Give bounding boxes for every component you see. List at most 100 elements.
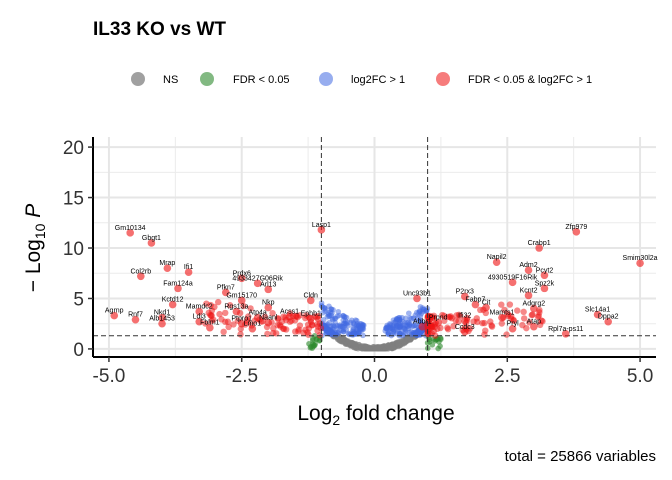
point-label: Ifi32	[458, 313, 471, 320]
data-point-both	[208, 317, 215, 324]
point-label: Mrap	[159, 260, 175, 267]
point-label: Agrnp	[105, 308, 124, 315]
data-point-fc	[323, 330, 330, 336]
x-tick-label: -2.5	[225, 366, 258, 387]
data-point-both	[205, 309, 212, 317]
point-label: Fabp7	[465, 297, 485, 304]
data-point-ns	[353, 345, 359, 351]
data-point-both	[536, 309, 543, 316]
data-point-both	[276, 321, 283, 329]
data-point-both	[528, 311, 536, 319]
data-point-fc	[391, 319, 398, 326]
legend: NS FDR < 0.05 log2FC > 1 FDR < 0.05 & lo…	[131, 72, 592, 86]
data-point-fdr	[306, 341, 312, 347]
data-point	[530, 304, 538, 313]
data-point	[535, 244, 543, 252]
legend-label-both: FDR < 0.05 & log2FC > 1	[468, 74, 592, 86]
data-point-ns	[346, 341, 353, 347]
data-point	[184, 268, 193, 277]
point-label: Dppa2	[598, 314, 619, 321]
point-label: Abbr1	[413, 319, 432, 326]
data-point	[264, 318, 273, 327]
point-label: Adgrg2	[523, 301, 546, 308]
data-point-both	[482, 309, 490, 317]
y-tick-label: 20	[63, 138, 84, 159]
data-point	[237, 319, 246, 328]
data-point-fc	[411, 329, 418, 336]
point-label: Ptpro1	[231, 316, 252, 323]
point-label: Unc93b1	[403, 290, 431, 297]
point-label: Crabp1	[528, 240, 551, 247]
data-point-both	[220, 328, 227, 336]
data-point-fc	[355, 329, 362, 336]
point-label: Ldi3	[193, 314, 206, 321]
point-label: Pryl	[507, 321, 520, 328]
data-point	[434, 318, 443, 327]
data-point-fc	[330, 316, 336, 323]
data-point-fc	[417, 317, 423, 324]
point-label: Nkd1	[154, 310, 170, 317]
data-point-fc	[357, 320, 363, 327]
point-label: Slc14a1	[585, 307, 610, 314]
data-point	[460, 316, 469, 325]
point-label: Ephb1	[301, 311, 321, 318]
point-label: Kcnt2	[520, 287, 538, 294]
data-point-fc	[406, 310, 412, 317]
data-point-both	[481, 331, 488, 338]
cutoff-lines	[93, 137, 656, 357]
point-label: Lasp1	[312, 222, 331, 229]
legend-swatch-both	[436, 72, 450, 86]
legend-swatch-fdr	[200, 72, 214, 86]
data-point-both	[215, 298, 222, 306]
data-point-both	[514, 307, 521, 314]
data-point	[237, 274, 246, 283]
data-point	[126, 229, 134, 237]
data-point-both	[519, 321, 526, 329]
data-point-ns	[367, 346, 373, 352]
data-point	[110, 311, 119, 320]
y-tick-label: 10	[63, 239, 84, 260]
point-label: Prpnd	[429, 315, 448, 322]
data-point-fc	[407, 315, 414, 321]
data-point	[561, 329, 570, 338]
y-axis-ticks: 0 5 10 15 20	[63, 138, 93, 361]
legend-item-ns: NS	[131, 72, 178, 86]
data-point-both	[222, 309, 229, 317]
data-point	[498, 313, 506, 322]
point-label: Col2rb	[130, 268, 151, 275]
data-point-both	[230, 321, 237, 328]
data-point	[232, 307, 241, 316]
data-point-both	[270, 325, 277, 332]
data-point	[593, 310, 602, 319]
data-point	[530, 322, 538, 331]
point-label: Spz2k	[535, 280, 555, 287]
data-point	[174, 284, 182, 293]
point-label: Zfp979	[565, 224, 587, 231]
data-point-both	[479, 319, 486, 327]
point-label: Rpl7a-ps11	[548, 326, 583, 333]
point-label: Lmo1	[244, 321, 262, 328]
point-label: Mamdc2	[186, 304, 213, 311]
data-point	[248, 324, 257, 333]
data-point-both	[237, 331, 244, 338]
data-point	[540, 284, 549, 293]
data-point	[572, 228, 581, 236]
point-label: Atap	[527, 319, 542, 326]
data-point	[264, 285, 273, 294]
data-point-fc	[401, 325, 408, 332]
data-point-both	[203, 300, 210, 307]
data-point	[253, 313, 262, 322]
point-label: 4933427G06Rik	[232, 275, 283, 282]
data-point-both	[498, 301, 505, 308]
data-point	[471, 300, 480, 309]
data-point-ns	[401, 340, 407, 346]
data-point	[482, 303, 490, 312]
data-point-fc	[416, 332, 423, 339]
data-point-both	[216, 310, 223, 318]
data-point-fc	[387, 324, 394, 331]
data-point-ns	[351, 341, 357, 347]
data-point	[540, 271, 549, 280]
data-point	[636, 259, 644, 267]
x-axis-title: Log2 fold change	[297, 402, 454, 428]
